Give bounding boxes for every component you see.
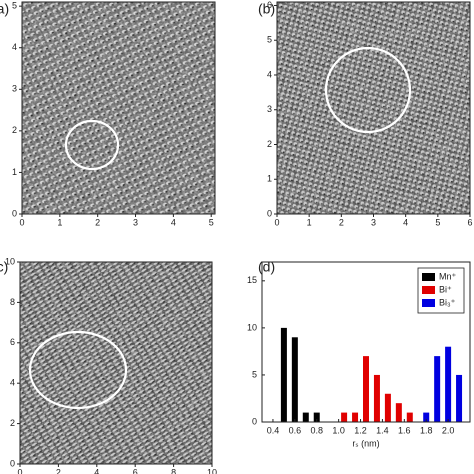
bar bbox=[384, 393, 391, 422]
x-tick-label: 2.0 bbox=[442, 425, 455, 435]
y-tick-label: 0 bbox=[12, 208, 17, 218]
x-tick-label: 1.0 bbox=[332, 425, 345, 435]
image-noise bbox=[22, 2, 215, 214]
y-tick-label: 6 bbox=[267, 0, 272, 10]
y-tick-label: 2 bbox=[267, 139, 272, 149]
legend-label: Bi₃⁺ bbox=[439, 297, 456, 307]
x-tick-label: 3 bbox=[133, 217, 138, 227]
y-tick-label: 2 bbox=[10, 418, 15, 428]
y-tick-label: 1 bbox=[267, 174, 272, 184]
y-tick-label: 3 bbox=[267, 104, 272, 114]
x-tick-label: 1 bbox=[57, 217, 62, 227]
y-tick-label: 0 bbox=[267, 208, 272, 218]
y-tick-label: 4 bbox=[10, 378, 15, 388]
x-tick-label: 4 bbox=[171, 217, 176, 227]
x-tick-label: 1.4 bbox=[376, 425, 389, 435]
stm-image bbox=[22, 2, 215, 214]
bar bbox=[456, 374, 463, 422]
x-tick-label: 0.4 bbox=[267, 425, 280, 435]
y-tick-label: 15 bbox=[247, 275, 257, 285]
bar bbox=[291, 337, 298, 422]
x-tick-label: 6 bbox=[133, 467, 138, 474]
panel-label: (d) bbox=[258, 259, 275, 275]
y-tick-label: 5 bbox=[267, 35, 272, 45]
legend-label: Mn⁺ bbox=[439, 271, 457, 281]
x-tick-label: 0 bbox=[274, 217, 279, 227]
x-tick-label: 2 bbox=[56, 467, 61, 474]
x-tick-label: 2 bbox=[339, 217, 344, 227]
panel-label: (c) bbox=[0, 259, 8, 275]
panel-label: (a) bbox=[0, 1, 9, 17]
y-tick-label: 4 bbox=[12, 42, 17, 52]
x-tick-label: 6 bbox=[467, 217, 472, 227]
x-tick-label: 1.8 bbox=[420, 425, 433, 435]
legend-swatch bbox=[422, 299, 435, 307]
image-frame bbox=[21, 1, 216, 215]
x-tick-label: 2 bbox=[95, 217, 100, 227]
x-tick-label: 0.8 bbox=[310, 425, 323, 435]
y-tick-label: 2 bbox=[12, 125, 17, 135]
x-tick-label: 5 bbox=[209, 217, 214, 227]
stm-image bbox=[277, 2, 470, 214]
bar bbox=[406, 412, 413, 422]
bar bbox=[395, 403, 402, 422]
bar bbox=[341, 412, 348, 422]
x-tick-label: 3 bbox=[371, 217, 376, 227]
x-tick-label: 8 bbox=[171, 467, 176, 474]
legend-label: Bi⁺ bbox=[439, 284, 452, 294]
panel-label: (b) bbox=[258, 1, 275, 17]
y-tick-label: 8 bbox=[10, 297, 15, 307]
bar bbox=[313, 412, 320, 422]
bar bbox=[423, 412, 430, 422]
x-tick-label: 0 bbox=[17, 467, 22, 474]
x-tick-label: 0 bbox=[19, 217, 24, 227]
legend-swatch bbox=[422, 273, 435, 281]
bar bbox=[302, 412, 309, 422]
legend-swatch bbox=[422, 286, 435, 294]
y-tick-label: 0 bbox=[10, 458, 15, 468]
bar bbox=[363, 356, 369, 422]
image-noise bbox=[277, 2, 470, 214]
y-tick-label: 6 bbox=[10, 337, 15, 347]
y-tick-label: 5 bbox=[252, 369, 257, 379]
bar bbox=[445, 346, 452, 422]
x-tick-label: 5 bbox=[435, 217, 440, 227]
y-tick-label: 0 bbox=[252, 416, 257, 426]
y-tick-label: 5 bbox=[12, 1, 17, 11]
image-frame bbox=[19, 261, 213, 465]
x-tick-label: 1.6 bbox=[398, 425, 411, 435]
y-tick-label: 1 bbox=[12, 167, 17, 177]
x-tick-label: 0.6 bbox=[289, 425, 302, 435]
y-tick-label: 3 bbox=[12, 84, 17, 94]
stm-image bbox=[20, 262, 212, 464]
x-tick-label: 10 bbox=[207, 467, 217, 474]
bar bbox=[352, 412, 359, 422]
plot-frame bbox=[261, 261, 471, 423]
x-tick-label: 4 bbox=[94, 467, 99, 474]
bar bbox=[280, 327, 287, 422]
bar bbox=[373, 374, 380, 422]
x-tick-label: 1 bbox=[307, 217, 312, 227]
image-noise bbox=[20, 262, 212, 464]
highlight-circle bbox=[64, 119, 120, 171]
x-tick-label: 4 bbox=[403, 217, 408, 227]
x-tick-label: 1.2 bbox=[354, 425, 367, 435]
y-tick-label: 10 bbox=[5, 256, 15, 266]
y-tick-label: 4 bbox=[267, 69, 272, 79]
x-axis-label: rₛ (nm) bbox=[352, 438, 379, 448]
highlight-circle bbox=[324, 46, 412, 134]
y-tick-label: 10 bbox=[247, 322, 257, 332]
bar bbox=[434, 356, 441, 422]
highlight-circle bbox=[28, 330, 128, 410]
